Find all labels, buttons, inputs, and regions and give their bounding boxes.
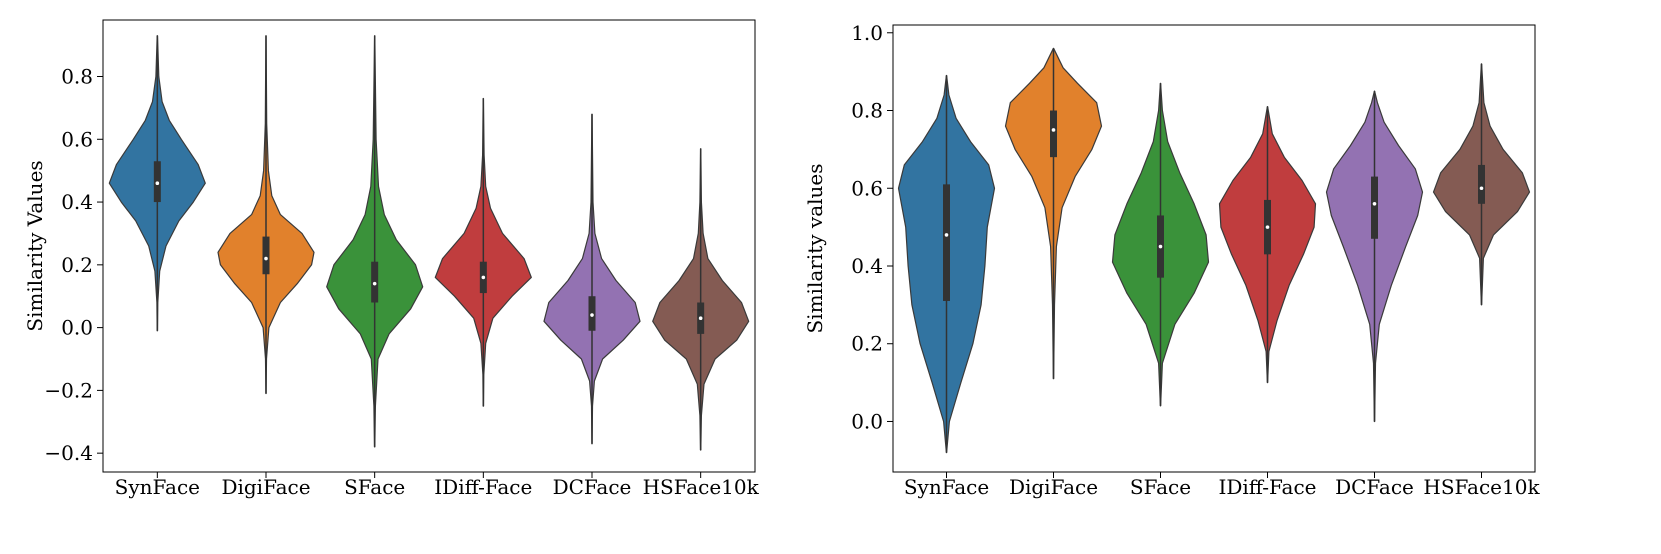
y-tick-label: 0.4 [61,190,93,214]
violin-median-dot [698,316,703,320]
plot-frame [892,24,1536,473]
violin-median-dot [944,233,949,237]
violin-median-dot [372,281,377,286]
violin-iqr-box [1478,164,1485,204]
x-tick-label: SynFace [904,475,989,499]
violin-median-dot [1158,244,1163,249]
violin-iqr-box [1371,176,1378,239]
x-tick-label: DigiFace [1009,475,1098,499]
y-axis-label: Similarity values [803,163,827,333]
violin-iqr-box [262,236,270,275]
violin-iqr-box [943,184,950,301]
x-tick-label: SFace [344,475,405,499]
x-tick-label: HSFace10k [643,475,760,499]
y-tick-label: −0.2 [44,378,93,402]
y-tick-label: 0.8 [61,65,93,89]
violin-median-dot [1265,225,1270,229]
y-tick-label: 0.6 [851,176,883,200]
y-tick-label: 0.2 [851,332,883,356]
y-tick-label: 0.0 [61,316,93,340]
y-axis-label: Similarity Values [23,160,47,331]
violin-median-dot [1372,202,1377,206]
violin-median-dot [481,275,486,280]
x-tick-label: DCFace [1335,475,1414,499]
violin-median-dot [155,181,160,186]
x-tick-label: SynFace [115,475,200,499]
left-violin-panel: −0.4 −0.2 0.0 0.2 0.4 0.6 0.8 SynFace DigiFace SF… [23,19,760,499]
y-tick-label: −0.4 [44,441,93,465]
x-tick-label: HSFace10k [1423,475,1540,499]
y-tick-label: 0.0 [851,409,883,433]
x-tick-label: IDiff-Face [434,475,532,499]
y-tick-label: 0.2 [61,253,93,277]
y-tick-label: 0.8 [851,99,883,123]
violin-median-dot [1051,128,1056,132]
y-tick-label: 1.0 [851,21,883,45]
y-tick-label: 0.6 [61,127,93,151]
violin-median-dot [264,256,268,261]
x-tick-label: SFace [1130,475,1191,499]
y-tick-label: 0.4 [851,254,883,278]
violin-median-dot [590,313,594,317]
x-tick-label: DigiFace [221,475,310,499]
right-violin-panel: 0.0 0.2 0.4 0.6 0.8 1.0 SynFace DigiFace SFace ID… [803,21,1540,499]
violin-median-dot [1479,186,1484,191]
x-tick-label: IDiff-Face [1218,475,1316,499]
plot-frame [102,19,756,473]
violin-iqr-box [1050,110,1057,158]
x-tick-label: DCFace [553,475,632,499]
